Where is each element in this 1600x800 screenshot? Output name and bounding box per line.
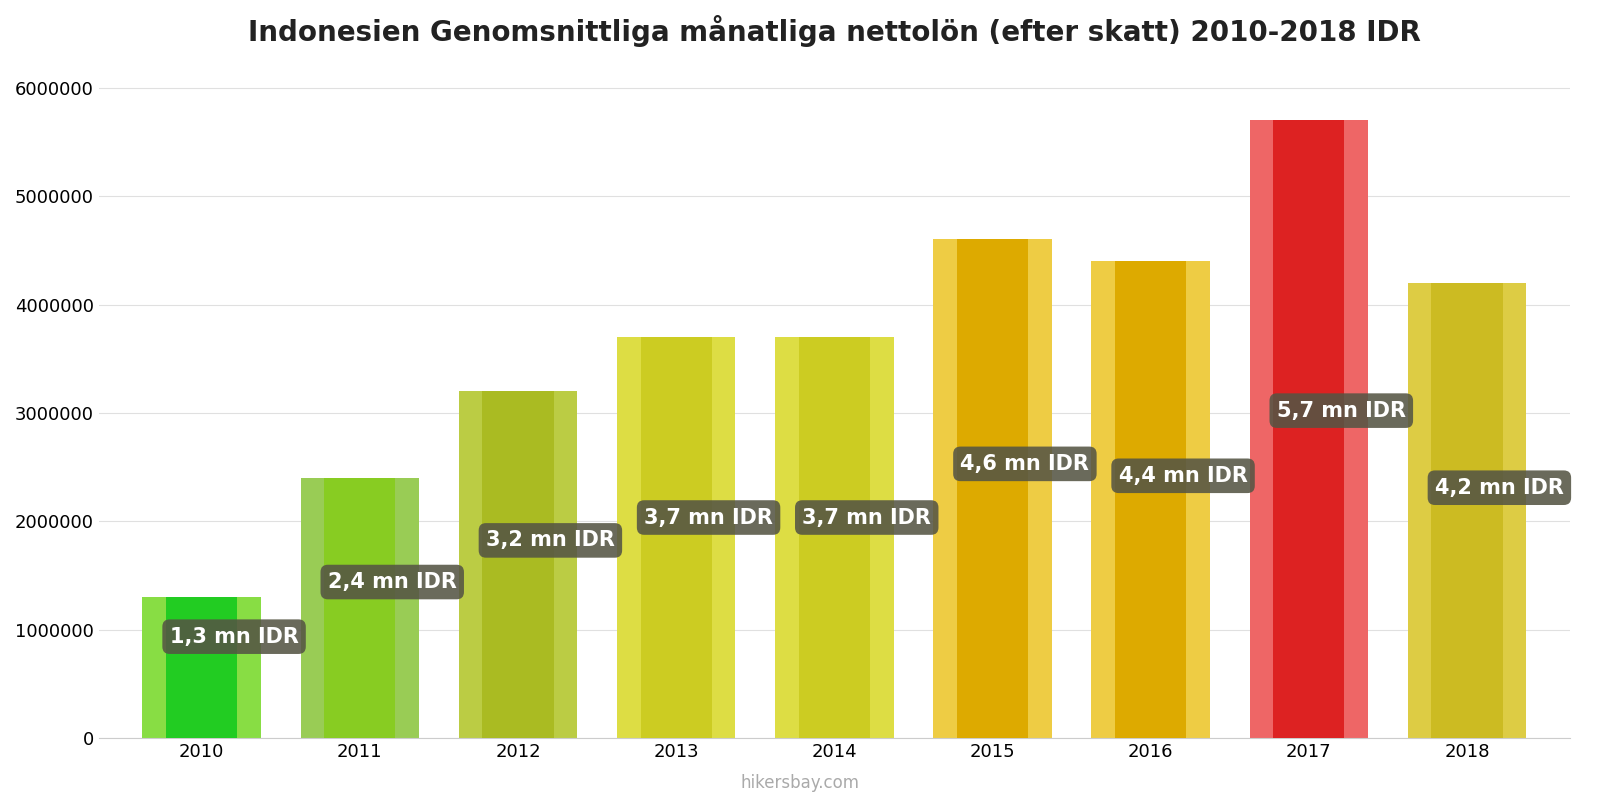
Bar <box>483 391 554 738</box>
Text: 4,6 mn IDR: 4,6 mn IDR <box>960 454 1090 474</box>
Bar <box>459 391 578 738</box>
Bar <box>1408 283 1526 738</box>
Bar <box>1274 120 1344 738</box>
Bar <box>957 239 1029 738</box>
Bar <box>1250 120 1368 738</box>
Bar <box>166 598 237 738</box>
Text: 3,7 mn IDR: 3,7 mn IDR <box>802 507 931 527</box>
Text: 2,4 mn IDR: 2,4 mn IDR <box>328 572 456 592</box>
Bar <box>618 337 736 738</box>
Bar <box>301 478 419 738</box>
Bar <box>142 598 261 738</box>
Bar <box>1091 261 1210 738</box>
Text: 1,3 mn IDR: 1,3 mn IDR <box>170 626 299 646</box>
Bar <box>774 337 894 738</box>
Bar <box>640 337 712 738</box>
Text: 4,4 mn IDR: 4,4 mn IDR <box>1118 466 1248 486</box>
Bar <box>1115 261 1186 738</box>
Bar <box>1432 283 1502 738</box>
Title: Indonesien Genomsnittliga månatliga nettolön (efter skatt) 2010-2018 IDR: Indonesien Genomsnittliga månatliga nett… <box>248 15 1421 47</box>
Bar <box>325 478 395 738</box>
Text: 4,2 mn IDR: 4,2 mn IDR <box>1435 478 1563 498</box>
Text: 3,2 mn IDR: 3,2 mn IDR <box>486 530 614 550</box>
Text: hikersbay.com: hikersbay.com <box>741 774 859 792</box>
Bar <box>798 337 870 738</box>
Text: 3,7 mn IDR: 3,7 mn IDR <box>645 507 773 527</box>
Bar <box>933 239 1051 738</box>
Text: 5,7 mn IDR: 5,7 mn IDR <box>1277 401 1406 421</box>
